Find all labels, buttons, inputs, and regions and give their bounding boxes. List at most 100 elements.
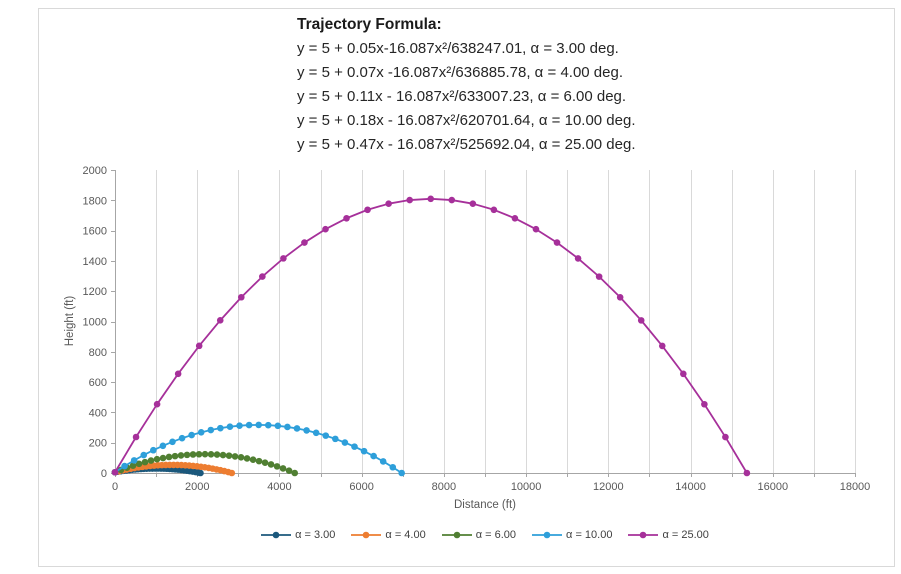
data-point-marker (255, 421, 262, 429)
data-point-marker (231, 453, 239, 460)
data-point-marker (332, 435, 339, 443)
data-point-marker (291, 469, 299, 477)
data-point-marker (111, 468, 119, 476)
legend-item[interactable]: α = 6.00 (441, 529, 516, 541)
formula-line: y = 5 + 0.11x - 16.087x²/633007.23, α = … (297, 88, 627, 105)
formula-line: y = 5 + 0.18x - 16.087x²/620701.64, α = … (297, 112, 636, 129)
data-point-marker (153, 455, 161, 463)
data-point-marker (237, 293, 245, 301)
data-point-marker (141, 458, 149, 466)
data-point-marker (174, 370, 182, 378)
y-tick-label: 400 (89, 407, 107, 419)
data-point-marker (389, 463, 397, 471)
data-point-marker (153, 400, 161, 408)
x-tick-label: 16000 (757, 481, 788, 493)
y-tick-label: 0 (101, 468, 107, 480)
data-point-marker (243, 455, 251, 462)
data-point-marker (490, 206, 498, 214)
legend-label: α = 10.00 (566, 529, 613, 541)
data-point-marker (197, 429, 205, 436)
x-tick-label: 4000 (267, 481, 291, 493)
legend-swatch-icon (532, 531, 563, 539)
x-tick-label: 8000 (432, 481, 456, 493)
data-point-marker (267, 461, 275, 468)
data-point-marker (188, 431, 195, 439)
y-tick-label: 1600 (83, 226, 107, 238)
data-point-marker (261, 459, 269, 467)
data-point-marker (343, 214, 350, 222)
y-tick-label: 200 (89, 438, 107, 450)
data-point-marker (135, 460, 143, 468)
legend-swatch-icon (261, 531, 292, 539)
data-point-marker (301, 239, 308, 246)
formula-line: y = 5 + 0.05x-16.087x²/638247.01, α = 3.… (297, 40, 619, 57)
y-tick-label: 1800 (83, 195, 107, 207)
y-tick-label: 1400 (83, 256, 107, 268)
legend-item[interactable]: α = 4.00 (351, 529, 426, 541)
data-point-marker (245, 421, 253, 429)
data-point-marker (701, 400, 708, 408)
data-point-marker (195, 342, 203, 350)
x-tick-label: 14000 (675, 481, 706, 493)
data-point-marker (132, 433, 140, 441)
x-tick-label: 2000 (185, 481, 209, 493)
data-point-marker (322, 225, 329, 233)
y-tick-label: 2000 (83, 165, 107, 177)
data-point-marker (364, 206, 371, 214)
data-point-marker (147, 457, 155, 464)
x-tick-label: 12000 (593, 481, 624, 493)
formula-title: Trajectory Formula: (297, 16, 442, 33)
data-point-marker (303, 427, 310, 434)
data-point-marker (225, 452, 233, 459)
legend-item[interactable]: α = 10.00 (532, 529, 612, 541)
data-point-marker (207, 426, 215, 434)
data-point-marker (129, 462, 137, 469)
data-point-marker (469, 200, 477, 207)
data-point-marker (259, 273, 266, 280)
formula-block: Trajectory Formula: y = 5 + 0.05x-16.087… (297, 13, 636, 157)
data-point-marker (249, 456, 257, 463)
data-point-marker (169, 438, 176, 446)
data-point-marker (398, 469, 405, 477)
data-point-marker (360, 447, 368, 455)
data-point-marker (217, 424, 224, 432)
x-tick-label: 0 (112, 481, 118, 493)
data-point-marker (637, 317, 645, 324)
data-point-marker (130, 457, 138, 464)
data-point-marker (532, 225, 540, 233)
data-point-marker (385, 200, 392, 207)
data-point-marker (255, 457, 263, 465)
data-point-marker (178, 434, 186, 442)
data-point-marker (553, 239, 561, 246)
data-point-marker (285, 467, 293, 475)
x-tick-label: 10000 (511, 481, 542, 493)
data-point-marker (312, 429, 320, 437)
legend-item[interactable]: α = 25.00 (628, 529, 709, 541)
data-point-marker (406, 196, 413, 204)
legend-swatch-icon (351, 531, 382, 539)
x-axis-title: Distance (ft) (454, 499, 516, 511)
data-point-marker (293, 425, 301, 432)
data-point-marker (189, 451, 197, 458)
legend-label: α = 3.00 (295, 529, 336, 541)
data-point-marker (379, 458, 387, 465)
y-tick-label: 1000 (83, 317, 107, 329)
data-point-marker (201, 450, 209, 458)
data-point-marker (322, 432, 330, 439)
data-point-marker (197, 469, 204, 477)
data-point-marker (279, 465, 287, 472)
data-point-marker (264, 421, 272, 429)
data-point-marker (236, 422, 243, 429)
data-point-marker (680, 370, 687, 378)
data-point-marker (171, 452, 179, 460)
data-point-marker (183, 451, 191, 459)
data-point-marker (284, 423, 291, 431)
data-point-marker (274, 422, 282, 430)
y-tick-label: 800 (89, 347, 107, 359)
data-point-marker (722, 433, 729, 441)
data-point-marker (351, 443, 358, 450)
data-point-marker (273, 463, 281, 470)
legend-item[interactable]: α = 3.00 (261, 529, 335, 541)
formula-line: y = 5 + 0.47x - 16.087x²/525692.04, α = … (297, 136, 636, 153)
